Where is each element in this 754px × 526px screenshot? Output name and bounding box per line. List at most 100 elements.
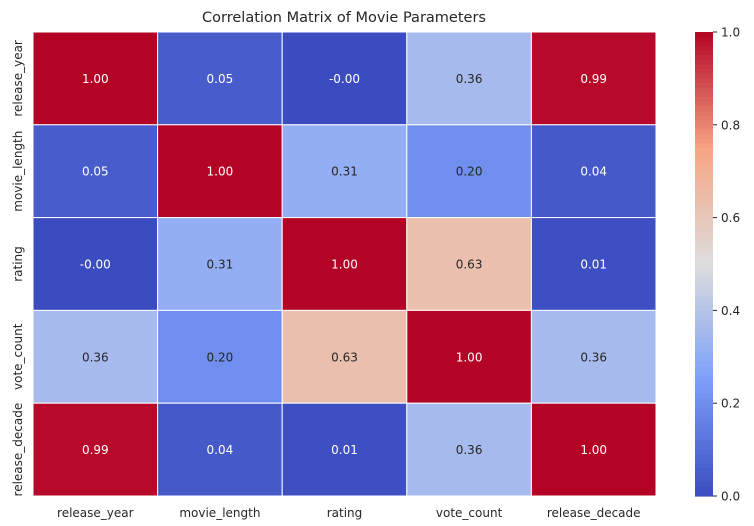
colorbar-segment: [695, 115, 713, 121]
y-tick-label: vote_count: [11, 323, 25, 390]
colorbar-segment: [695, 426, 713, 432]
colorbar-segment: [695, 129, 713, 135]
colorbar-segment: [695, 403, 713, 409]
colorbar-segment: [695, 171, 713, 177]
colorbar-segment: [695, 444, 713, 451]
colorbar-segment: [695, 277, 713, 284]
colorbar-segment: [695, 333, 713, 339]
cell-value-label: 0.36: [456, 443, 483, 457]
colorbar-segment: [695, 454, 713, 460]
colorbar-segment: [695, 92, 713, 98]
colorbar-segment: [695, 194, 713, 200]
colorbar-segment: [695, 199, 713, 205]
x-tick-label: release_decade: [547, 506, 641, 520]
colorbar-segment: [695, 55, 713, 61]
colorbar-segment: [695, 305, 713, 311]
colorbar-segment: [695, 83, 713, 89]
colorbar-segment: [695, 384, 713, 390]
colorbar-segment: [695, 291, 713, 298]
heatmap-cell: [281, 217, 408, 311]
chart-title: Correlation Matrix of Movie Parameters: [202, 10, 486, 26]
colorbar-segment: [695, 32, 713, 38]
colorbar-segment: [695, 240, 713, 247]
cell-value-label: 0.36: [82, 350, 109, 364]
colorbar-segment: [695, 152, 713, 158]
cell-value-label: 1.00: [82, 72, 109, 86]
colorbar-segment: [695, 236, 713, 242]
cell-value-label: 0.20: [456, 165, 483, 179]
colorbar-segment: [695, 157, 713, 163]
colorbar-segment: [695, 380, 713, 386]
cell-value-label: 1.00: [331, 258, 358, 272]
colorbar-segment: [695, 440, 713, 446]
y-tick-label: movie_length: [11, 131, 25, 212]
colorbar-segment: [695, 45, 713, 52]
colorbar-segment: [695, 458, 713, 465]
heatmap-cell: [157, 309, 283, 404]
colorbar-segment: [695, 245, 713, 251]
cell-value-label: 0.31: [331, 165, 358, 179]
colorbar-segment: [695, 472, 713, 479]
colorbar-segment: [695, 468, 713, 474]
colorbar-segment: [695, 356, 713, 363]
colorbar-segment: [695, 282, 713, 288]
colorbar-segment: [695, 366, 713, 372]
colorbar-segment: [695, 273, 713, 279]
colorbar-tick-label: 1.0: [721, 26, 740, 40]
heatmap-cell: [530, 31, 657, 126]
heatmap-cell: [32, 402, 159, 497]
colorbar-segment: [695, 226, 713, 233]
cell-value-label: 0.36: [456, 72, 483, 86]
colorbar-segment: [695, 264, 713, 270]
colorbar-segment: [695, 69, 713, 75]
colorbar-segment: [695, 463, 713, 469]
heatmap-cell: [281, 31, 408, 126]
colorbar-segment: [695, 134, 713, 140]
colorbar-tick-label: 0.0: [721, 490, 740, 504]
colorbar-segment: [695, 338, 713, 344]
colorbar-segment: [695, 110, 713, 117]
colorbar-segment: [695, 78, 713, 84]
heatmap-cell: [32, 309, 159, 404]
heatmap-cell: [32, 124, 159, 219]
cell-value-label: 0.05: [207, 72, 234, 86]
colorbar-segment: [695, 208, 713, 214]
colorbar-segment: [695, 143, 713, 149]
cell-value-label: 1.00: [207, 165, 234, 179]
colorbar-segment: [695, 417, 713, 423]
colorbar-segment: [695, 59, 713, 66]
colorbar-tick-label: 0.2: [721, 397, 740, 411]
colorbar-segment: [695, 120, 713, 126]
heatmap-cell: [157, 31, 283, 126]
heatmap-cells: 1.00 0.05 -0.00 0.36 0.99 0.05 1.00 0.31 0.20 0.0…: [32, 31, 657, 497]
x-tick-labels: release_year movie_length rating vote_count…: [57, 506, 641, 520]
colorbar-segment: [695, 328, 713, 335]
colorbar-segment: [695, 124, 713, 131]
colorbar-segment: [695, 393, 713, 400]
heatmap-cell: [157, 217, 283, 311]
cell-value-label: 0.63: [331, 350, 358, 364]
colorbar-tick-label: 0.8: [721, 118, 740, 132]
colorbar-segment: [695, 161, 713, 168]
heatmap-cell: [281, 309, 408, 404]
cell-value-label: 0.04: [207, 443, 234, 457]
colorbar-segment: [695, 217, 713, 223]
heatmap-cell: [406, 309, 532, 404]
colorbar-segment: [695, 324, 713, 330]
colorbar-segment: [695, 361, 713, 367]
colorbar-segment: [695, 148, 713, 154]
cell-value-label: 0.20: [207, 350, 234, 364]
cell-value-label: 0.99: [580, 72, 607, 86]
cell-value-label: 0.04: [580, 165, 607, 179]
colorbar-segment: [695, 50, 713, 56]
y-tick-label: release_decade: [11, 403, 25, 497]
cell-value-label: -0.00: [80, 258, 111, 272]
colorbar-segment: [695, 491, 713, 497]
colorbar-segment: [695, 370, 713, 376]
colorbar-segment: [695, 106, 713, 112]
colorbar-segment: [695, 166, 713, 172]
colorbar-segment: [695, 231, 713, 237]
heatmap-cell: [530, 217, 657, 311]
